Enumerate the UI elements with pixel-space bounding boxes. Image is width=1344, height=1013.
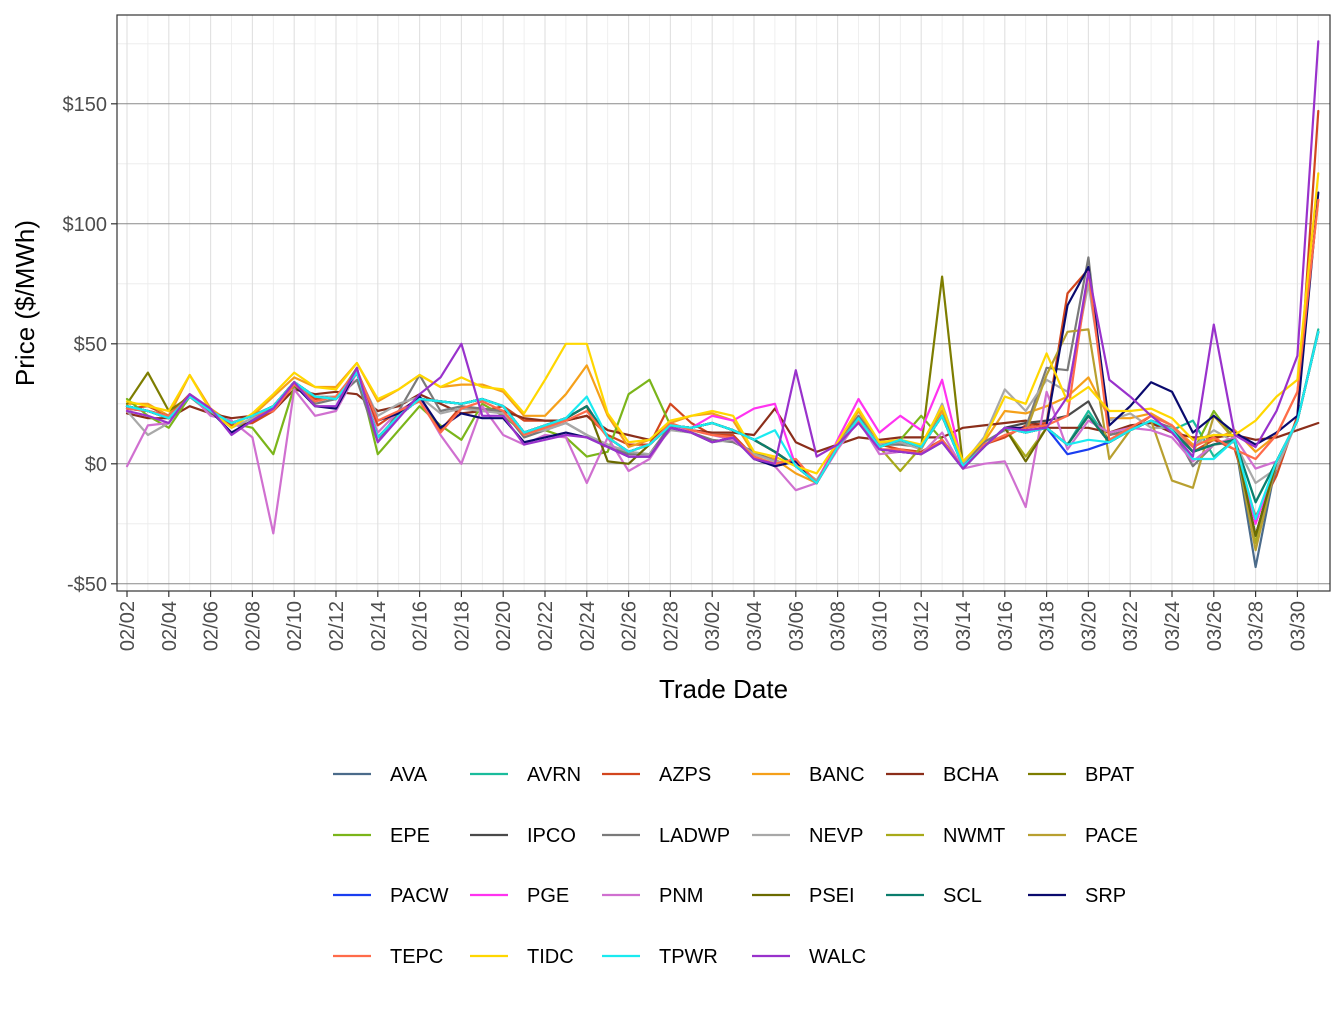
x-tick-label: 03/08 [828,601,850,651]
x-tick-label: 03/14 [953,601,975,651]
legend-item-bpat: BPAT [1028,764,1134,786]
x-tick-label: 02/06 [201,601,223,651]
legend-label: TPWR [659,946,718,968]
y-tick-label: $50 [74,334,107,356]
grid-layer [117,15,1330,591]
x-tick-label: 02/14 [368,601,390,651]
legend-item-tidc: TIDC [470,946,574,968]
legend-label: LADWP [659,825,730,847]
series-line-pnm [125,330,1320,535]
legend-label: PGE [527,885,569,907]
x-tick-label: 03/18 [1037,601,1059,651]
plot-panel [117,15,1330,591]
series-line-tidc [125,172,1320,475]
x-tick-label: 02/22 [535,601,557,651]
x-tick-label: 03/22 [1120,601,1142,651]
legend-label: TEPC [390,946,443,968]
x-tick-label: 03/02 [702,601,724,651]
legend-item-pace: PACE [1028,825,1138,847]
x-tick-label: 02/26 [619,601,641,651]
legend-label: IPCO [527,825,576,847]
legend-label: NEVP [809,825,863,847]
x-tick-label: 03/04 [744,601,766,651]
legend-label: AVRN [527,764,581,786]
legend: AVA AVRN AZPS BANC BCHA BPAT EPE IPCO LADWP NEVP N… [333,764,1138,968]
x-tick-label: 03/10 [869,601,891,651]
x-tick-label: 03/20 [1078,601,1100,651]
y-tick-label: $150 [63,94,108,116]
series-line-tpwr [125,330,1320,521]
legend-item-ipco: IPCO [470,825,576,847]
legend-item-pacw: PACW [333,885,449,907]
y-axis-title: Price ($/MWh) [10,220,40,386]
legend-item-walc: WALC [752,946,866,968]
plot-border [116,14,1331,592]
x-tick-label: 03/06 [786,601,808,651]
legend-item-avrn: AVRN [470,764,581,786]
legend-label: BPAT [1085,764,1134,786]
legend-item-tepc: TEPC [333,946,443,968]
legend-label: BCHA [943,764,999,786]
legend-label: BANC [809,764,865,786]
legend-label: EPE [390,825,430,847]
legend-item-bcha: BCHA [886,764,999,786]
x-tick-label: 03/24 [1162,601,1184,651]
legend-item-tpwr: TPWR [602,946,718,968]
legend-item-pnm: PNM [602,885,703,907]
legend-item-nwmt: NWMT [886,825,1005,847]
legend-item-banc: BANC [752,764,865,786]
series-layer [125,40,1320,569]
x-tick-label: 02/10 [284,601,306,651]
series-line-walc [125,40,1320,470]
x-tick-label: 03/12 [911,601,933,651]
legend-label: NWMT [943,825,1005,847]
x-tick-label: 02/08 [242,601,264,651]
legend-label: PNM [659,885,703,907]
x-tick-label: 02/02 [117,601,139,651]
x-tick-label: 02/04 [159,601,181,651]
x-tick-label: 03/26 [1204,601,1226,651]
legend-item-ladwp: LADWP [602,825,730,847]
x-tick-label: 03/30 [1287,601,1309,651]
legend-label: PACW [390,885,449,907]
axis-layer: -$50 $0 $50 $100 $150 02/02 02/04 02/06 02/08 02/… [63,94,1310,651]
x-tick-label: 03/28 [1246,601,1268,651]
legend-item-srp: SRP [1028,885,1126,907]
x-tick-label: 03/16 [995,601,1017,651]
legend-label: AZPS [659,764,711,786]
legend-label: TIDC [527,946,574,968]
legend-item-ava: AVA [333,764,428,786]
y-tick-label: -$50 [67,574,107,596]
legend-label: SRP [1085,885,1126,907]
x-tick-label: 02/24 [577,601,599,651]
series-line-bcha [125,388,1320,453]
legend-label: AVA [390,764,428,786]
x-tick-label: 02/20 [493,601,515,651]
x-tick-label: 02/28 [660,601,682,651]
x-tick-label: 02/16 [410,601,432,651]
x-tick-label: 02/12 [326,601,348,651]
legend-item-pge: PGE [470,885,569,907]
legend-label: PSEI [809,885,855,907]
legend-item-scl: SCL [886,885,982,907]
legend-item-azps: AZPS [602,764,711,786]
y-tick-label: $100 [63,214,108,236]
series-line-banc [125,198,1320,485]
legend-label: PACE [1085,825,1138,847]
x-axis-title: Trade Date [659,674,788,704]
legend-item-psei: PSEI [752,885,855,907]
legend-item-epe: EPE [333,825,430,847]
legend-item-nevp: NEVP [752,825,863,847]
y-tick-label: $0 [85,454,107,476]
series-line-tepc [125,198,1320,485]
x-tick-label: 02/18 [451,601,473,651]
legend-label: WALC [809,946,866,968]
legend-label: SCL [943,885,982,907]
